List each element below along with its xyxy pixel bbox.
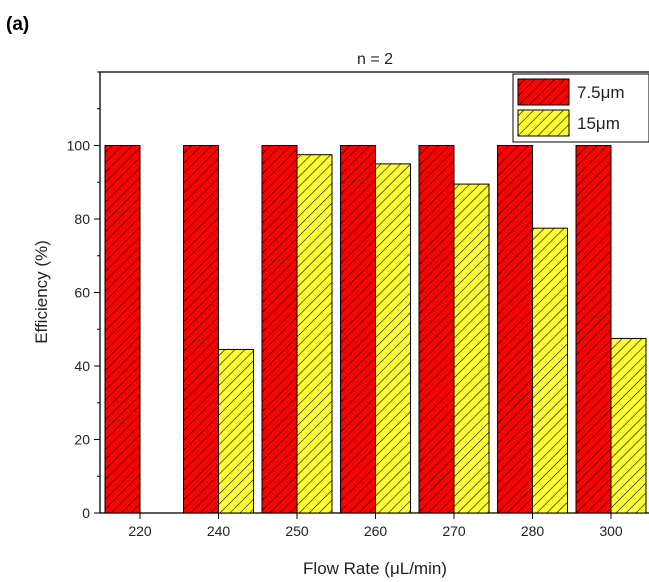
x-axis-ticks: 220 240 250 260 270 280 300 xyxy=(128,513,623,539)
y-axis-title: Efficiency (%) xyxy=(32,240,51,344)
x-tick-label: 260 xyxy=(364,523,388,539)
legend-label-1: 7.5μm xyxy=(577,83,625,102)
x-tick-label: 280 xyxy=(521,523,545,539)
bar-series-2-270 xyxy=(453,183,490,514)
x-tick-label: 220 xyxy=(128,523,152,539)
bar-series-2-260 xyxy=(375,163,411,514)
bar-series-1-280 xyxy=(497,145,533,514)
bar-series-2-300 xyxy=(610,337,647,514)
bar-series-2-250 xyxy=(296,154,333,514)
x-tick-label: 270 xyxy=(442,523,466,539)
legend-label-2: 15μm xyxy=(577,114,620,133)
legend: 7.5μm 15μm xyxy=(512,73,649,143)
bar-series-1-250 xyxy=(261,145,298,514)
y-tick-label: 40 xyxy=(74,358,90,374)
bar-series-2-240 xyxy=(218,348,254,514)
y-tick-label: 20 xyxy=(74,432,90,448)
x-tick-label: 240 xyxy=(207,523,231,539)
bar-series-1-260 xyxy=(340,145,376,514)
x-tick-label: 250 xyxy=(285,523,309,539)
legend-swatch-1 xyxy=(517,78,570,106)
bar-series-1-270 xyxy=(418,145,455,514)
bar-series-1-220 xyxy=(104,145,141,514)
y-tick-label: 60 xyxy=(74,285,90,301)
y-tick-label: 100 xyxy=(67,138,91,154)
x-tick-label: 300 xyxy=(599,523,623,539)
y-axis-ticks: 0 20 40 60 80 100 xyxy=(67,71,100,521)
legend-swatch-2 xyxy=(517,109,570,137)
bar-series-1-240 xyxy=(183,145,219,514)
x-axis-title: Flow Rate (μL/min) xyxy=(303,559,447,578)
panel-label: (a) xyxy=(6,14,29,35)
y-tick-label: 80 xyxy=(74,211,90,227)
bar-series-2-280 xyxy=(532,227,568,514)
bars-group xyxy=(104,145,647,514)
y-tick-label: 0 xyxy=(82,505,90,521)
chart-title: n = 2 xyxy=(357,51,393,68)
bar-series-1-300 xyxy=(575,145,612,514)
